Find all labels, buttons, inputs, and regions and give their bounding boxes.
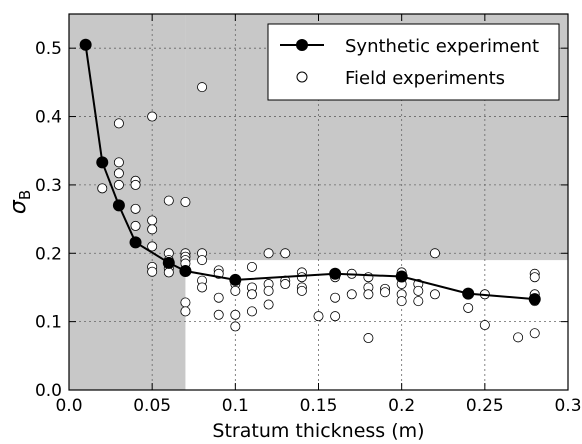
field-experiment-point [330,311,341,322]
legend-field-label: Field experiments [345,68,505,89]
y-tick-label: 0.3 [35,176,62,196]
field-experiment-point [513,332,524,343]
x-tick-label: 0.15 [300,396,338,416]
field-experiment-point [113,168,124,179]
field-experiment-point [396,296,407,307]
synthetic-experiment-point [162,256,175,269]
field-experiment-point [413,285,424,296]
field-experiment-point [97,183,108,194]
synthetic-experiment-point [179,265,192,278]
field-experiment-point [147,215,158,226]
y-tick-label: 0.2 [35,244,62,264]
x-tick-label: 0.25 [466,396,504,416]
legend-box [267,23,560,101]
axis-ticks: 0.0 0.05 0.1 0.15 0.2 0.25 0.3 0.0 0.1 0.2 0.3 0.4 0… [35,14,582,416]
field-experiment-point [113,157,124,168]
field-experiment-point [230,321,241,332]
x-tick-label: 0.3 [554,396,581,416]
y-tick-label: 0.0 [35,381,62,401]
field-experiment-point [246,261,257,272]
field-experiment-point [197,82,208,93]
field-experiment-point [230,309,241,320]
field-experiment-point [163,195,174,206]
field-experiment-point [180,306,191,317]
synthetic-experiment-point [96,156,109,169]
y-axis-label-subscript: B [16,190,34,200]
field-experiment-point [363,289,374,300]
field-experiment-point [529,272,540,283]
x-tick-label: 0.1 [222,396,249,416]
field-experiment-point [163,267,174,278]
y-tick-label: 0.1 [35,313,62,333]
field-experiment-point [147,241,158,252]
synthetic-experiment-point [229,273,242,286]
field-experiment-point [263,285,274,296]
y-tick-label: 0.5 [35,39,62,59]
field-experiment-point [147,224,158,235]
field-experiment-point [380,287,391,298]
synthetic-experiment-point [329,267,342,280]
synthetic-experiment-point [129,236,142,249]
field-experiment-point [330,292,341,303]
y-tick-label: 0.4 [35,108,62,128]
field-experiment-point [263,248,274,259]
field-experiment-point [429,289,440,300]
field-experiment-point [296,272,307,283]
field-experiment-point [363,272,374,283]
field-experiment-point [197,282,208,293]
field-experiment-point [296,285,307,296]
x-axis-label: Stratum thickness (m) [212,420,424,442]
field-experiment-point [363,333,374,344]
field-experiment-point [180,196,191,207]
field-experiment-point [230,285,241,296]
field-experiment-point [147,111,158,122]
field-experiment-point [147,266,158,277]
legend-field-marker [296,71,308,83]
legend: Synthetic experiment Field experiments [267,23,560,101]
field-experiment-point [246,306,257,317]
synthetic-experiment-point [462,287,475,300]
legend-synthetic-marker [296,39,308,51]
synthetic-experiment-point [395,270,408,283]
field-experiment-point [529,328,540,339]
x-tick-label: 0.2 [388,396,415,416]
field-experiment-point [213,309,224,320]
field-experiment-point [180,297,191,308]
field-experiment-point [346,289,357,300]
field-experiment-point [429,248,440,259]
field-experiment-point [130,203,141,214]
field-experiment-point [313,311,324,322]
field-experiment-point [213,292,224,303]
synthetic-experiment-point [528,293,541,306]
field-experiment-point [197,255,208,266]
x-tick-label: 0.0 [55,396,82,416]
field-experiment-point [413,296,424,307]
y-axis-label: σB [6,190,34,214]
x-tick-label: 0.05 [133,396,171,416]
field-experiment-point [130,220,141,231]
field-experiment-point [280,279,291,290]
legend-synthetic-label: Synthetic experiment [345,36,539,57]
synthetic-experiment-point [112,199,125,212]
field-experiment-point [280,248,291,259]
synthetic-experiment-point [79,38,92,51]
series-layer [79,38,541,344]
field-experiment-point [113,179,124,190]
field-experiment-point [463,302,474,313]
field-experiment-point [113,118,124,129]
field-experiment-point [246,289,257,300]
field-experiment-point [479,320,490,331]
field-experiment-point [263,299,274,310]
y-axis-label-symbol: σ [6,199,31,214]
field-experiment-point [130,179,141,190]
